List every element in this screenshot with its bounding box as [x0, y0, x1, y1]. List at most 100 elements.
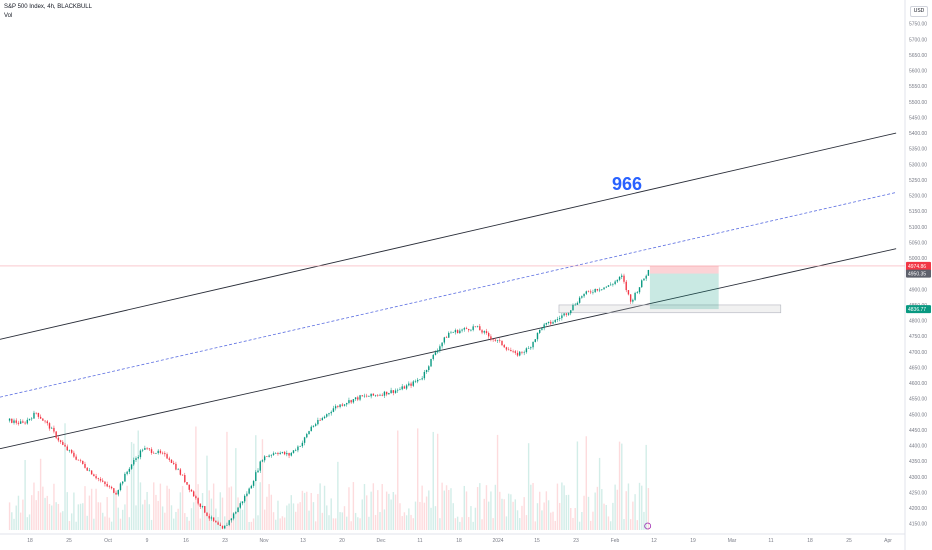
- volume-bar: [288, 503, 290, 530]
- x-tick-label: 25: [66, 538, 72, 544]
- candle-body: [141, 449, 144, 451]
- volume-bar: [419, 501, 421, 530]
- volume-bar: [636, 520, 639, 530]
- candle-body: [133, 460, 135, 465]
- candle-body: [84, 463, 86, 468]
- candle-body: [257, 470, 259, 473]
- candle-body: [190, 489, 193, 492]
- candle-body: [33, 412, 35, 419]
- volume-bar: [487, 501, 490, 530]
- candle-body: [547, 321, 550, 323]
- volume-bar: [510, 494, 512, 530]
- currency-button[interactable]: USD: [910, 6, 928, 17]
- volume-bar: [463, 485, 465, 530]
- volume-bar: [295, 511, 297, 530]
- candle-body: [301, 442, 304, 447]
- volume-bar: [283, 517, 286, 530]
- candle-body: [201, 506, 204, 507]
- volume-bar: [583, 495, 585, 530]
- y-tick-label: 5250.00: [909, 178, 927, 184]
- candle-body: [263, 456, 266, 461]
- candle-body: [237, 507, 239, 513]
- candle-body: [414, 381, 417, 382]
- candle-body: [461, 329, 463, 331]
- candle-body: [612, 283, 614, 285]
- volume-bar: [432, 431, 434, 530]
- volume-bar: [39, 458, 42, 530]
- volume-bar: [567, 494, 570, 530]
- volume-bar: [90, 488, 93, 530]
- candle-body: [35, 412, 37, 414]
- candle-body: [113, 488, 115, 493]
- candle-body: [516, 352, 519, 356]
- candles: [8, 269, 650, 529]
- volume-bar: [272, 512, 275, 530]
- volume-bar: [221, 497, 224, 530]
- volume-bar: [46, 495, 48, 530]
- volume-bar: [275, 519, 277, 530]
- volume-bar: [545, 491, 548, 530]
- candle-body: [130, 464, 133, 469]
- candle-body: [454, 330, 457, 333]
- candle-body: [452, 332, 454, 333]
- y-tick-label: 4200.00: [909, 506, 927, 512]
- candle-body: [590, 291, 592, 293]
- volume-bar: [334, 518, 337, 530]
- candle-body: [199, 503, 202, 507]
- candle-body: [594, 289, 596, 293]
- candle-body: [527, 348, 530, 349]
- y-tick-label: 4650.00: [909, 365, 927, 371]
- y-tick-label: 5500.00: [909, 100, 927, 106]
- y-tick-label: 5300.00: [909, 162, 927, 168]
- candle-body: [277, 453, 279, 455]
- candle-body: [126, 471, 128, 474]
- candle-body: [82, 460, 84, 464]
- volume-bar: [266, 496, 268, 530]
- candle-body: [363, 395, 366, 397]
- candle-body: [532, 341, 534, 348]
- candle-body: [108, 486, 111, 487]
- candle-body: [299, 446, 301, 447]
- candle-body: [574, 304, 576, 306]
- volume-bar: [175, 511, 177, 530]
- x-tick-label: 19: [690, 538, 696, 544]
- y-tick-label: 4250.00: [909, 490, 927, 496]
- y-tick-label: 4500.00: [909, 412, 927, 418]
- candle-body: [432, 354, 434, 359]
- candle-body: [421, 378, 423, 380]
- candle-body: [248, 488, 250, 494]
- candle-body: [150, 449, 153, 453]
- candle-body: [28, 418, 31, 420]
- y-tick-label: 5350.00: [909, 147, 927, 153]
- volume-bar: [159, 483, 162, 530]
- volume-bar: [530, 484, 532, 530]
- volume-bar: [53, 483, 55, 530]
- x-tick-label: 13: [300, 538, 306, 544]
- volume-bar: [215, 508, 217, 530]
- volume-bar: [594, 492, 596, 530]
- volume-bar: [57, 503, 60, 530]
- candle-body: [503, 345, 505, 348]
- candle-body: [576, 302, 579, 305]
- candle-body: [465, 328, 468, 329]
- event-flag-icon: [644, 522, 652, 530]
- candle-body: [275, 453, 277, 454]
- volume-bar: [381, 484, 383, 530]
- volume-bars: [8, 423, 650, 530]
- volume-bar: [261, 439, 264, 530]
- candle-body: [161, 452, 164, 454]
- candle-body: [374, 395, 377, 396]
- candle-body: [115, 492, 117, 495]
- candle-body: [312, 425, 315, 427]
- x-tick-label: 11: [417, 538, 422, 544]
- volume-indicator-label[interactable]: Vol: [4, 13, 13, 19]
- volume-bar: [226, 431, 228, 530]
- volume-bar: [350, 521, 352, 530]
- candle-body: [139, 450, 142, 458]
- candle-body: [42, 418, 44, 421]
- volume-bar: [121, 509, 124, 530]
- volume-bar: [86, 515, 88, 530]
- volume-bar: [514, 499, 517, 530]
- candle-body: [206, 512, 208, 516]
